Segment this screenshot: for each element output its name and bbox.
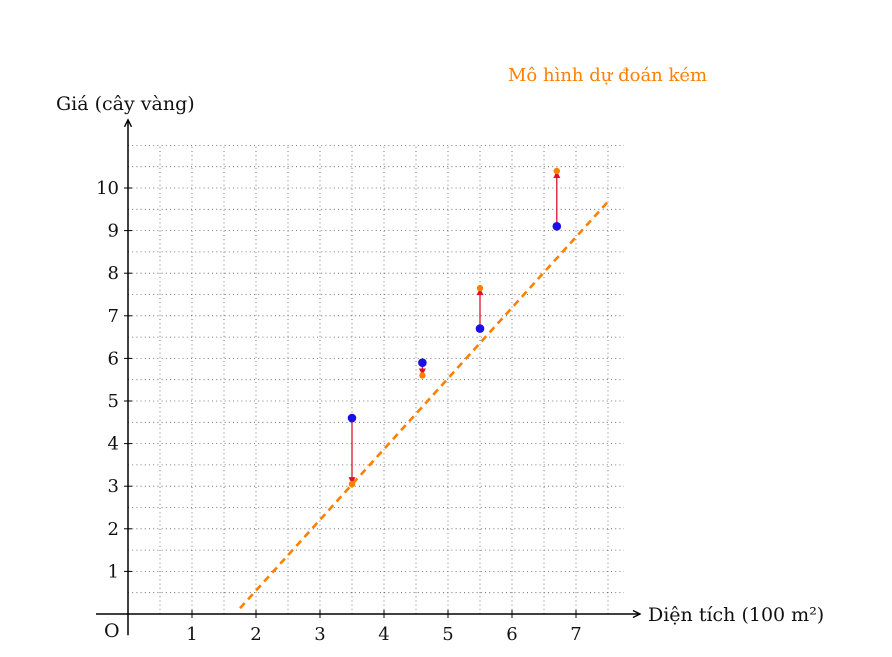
y-tick-labels: 1 2 3 4 5 6 7 8 9 10 (96, 178, 132, 582)
y-axis-label: Giá (cây vàng) (56, 93, 195, 115)
data-points (347, 222, 562, 423)
x-tick-labels: 1 2 3 4 5 6 7 (186, 610, 582, 645)
y-tick-label: 5 (108, 391, 119, 412)
data-point (418, 358, 427, 367)
y-tick-label: 10 (96, 178, 119, 199)
y-tick-label: 8 (108, 263, 119, 284)
residual-arrowhead (553, 170, 561, 178)
model-line-group (239, 200, 609, 610)
axes (96, 118, 642, 636)
residual-arrowhead (418, 368, 426, 376)
x-tick-label: 5 (442, 624, 453, 645)
prediction-marker (553, 167, 560, 175)
x-tick-label: 4 (378, 624, 389, 645)
y-tick-label: 7 (108, 306, 119, 327)
model-label: Mô hình dự đoán kém (508, 65, 707, 86)
y-tick-label: 2 (108, 519, 119, 540)
x-tick-label: 7 (570, 624, 581, 645)
model-line (239, 200, 609, 610)
data-point (475, 324, 485, 333)
residual-arrowhead (348, 477, 356, 485)
grid (128, 144, 624, 614)
origin-label: O (104, 620, 120, 642)
x-axis-label: Diện tích (100 m²) (648, 604, 824, 626)
prediction-marker (419, 372, 426, 379)
prediction-marker (476, 284, 484, 292)
y-tick-label: 3 (108, 476, 119, 497)
x-tick-label: 6 (506, 624, 517, 645)
data-point (347, 413, 357, 423)
x-tick-label: 3 (314, 624, 325, 645)
residual-arrowhead (476, 288, 484, 296)
y-tick-label: 9 (108, 221, 119, 242)
y-tick-label: 6 (108, 348, 119, 369)
y-tick-label: 4 (108, 434, 119, 455)
prediction-marker (348, 480, 356, 488)
x-tick-label: 1 (186, 624, 197, 645)
x-tick-label: 2 (250, 624, 261, 645)
y-tick-label: 1 (108, 561, 119, 582)
data-point (552, 222, 562, 231)
residuals (348, 167, 561, 488)
